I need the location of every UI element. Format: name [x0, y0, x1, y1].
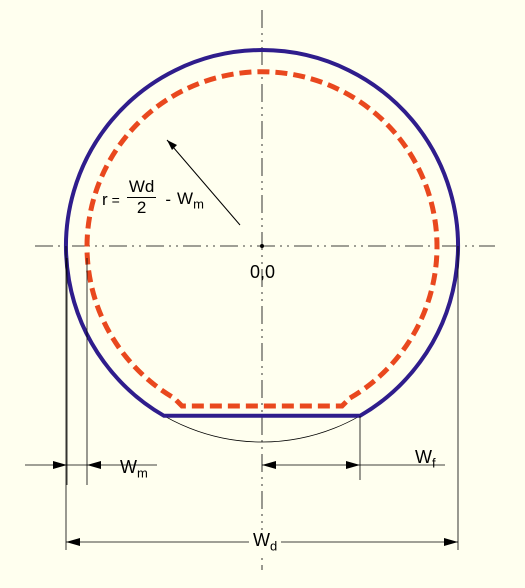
wm-arrow-left: [53, 461, 67, 469]
wd-arrow-right: [444, 538, 458, 546]
wafer-geometry-diagram: 0,0 r = Wd 2 - Wm Wm Wf Wd: [0, 0, 525, 588]
origin-point: [260, 244, 264, 248]
wd-label: Wd: [249, 530, 281, 554]
wf-arrow-left: [262, 461, 276, 469]
wf-label: Wf: [415, 447, 436, 471]
diagram-svg: [0, 0, 525, 588]
wm-label: Wm: [120, 457, 148, 481]
wf-arrow-right: [346, 461, 360, 469]
wd-arrow-left: [66, 538, 80, 546]
origin-label: 0,0: [250, 262, 275, 283]
wm-arrow-right: [87, 461, 101, 469]
radius-formula: r = Wd 2 - Wm: [102, 180, 204, 220]
radius-arrow-head: [167, 140, 177, 150]
